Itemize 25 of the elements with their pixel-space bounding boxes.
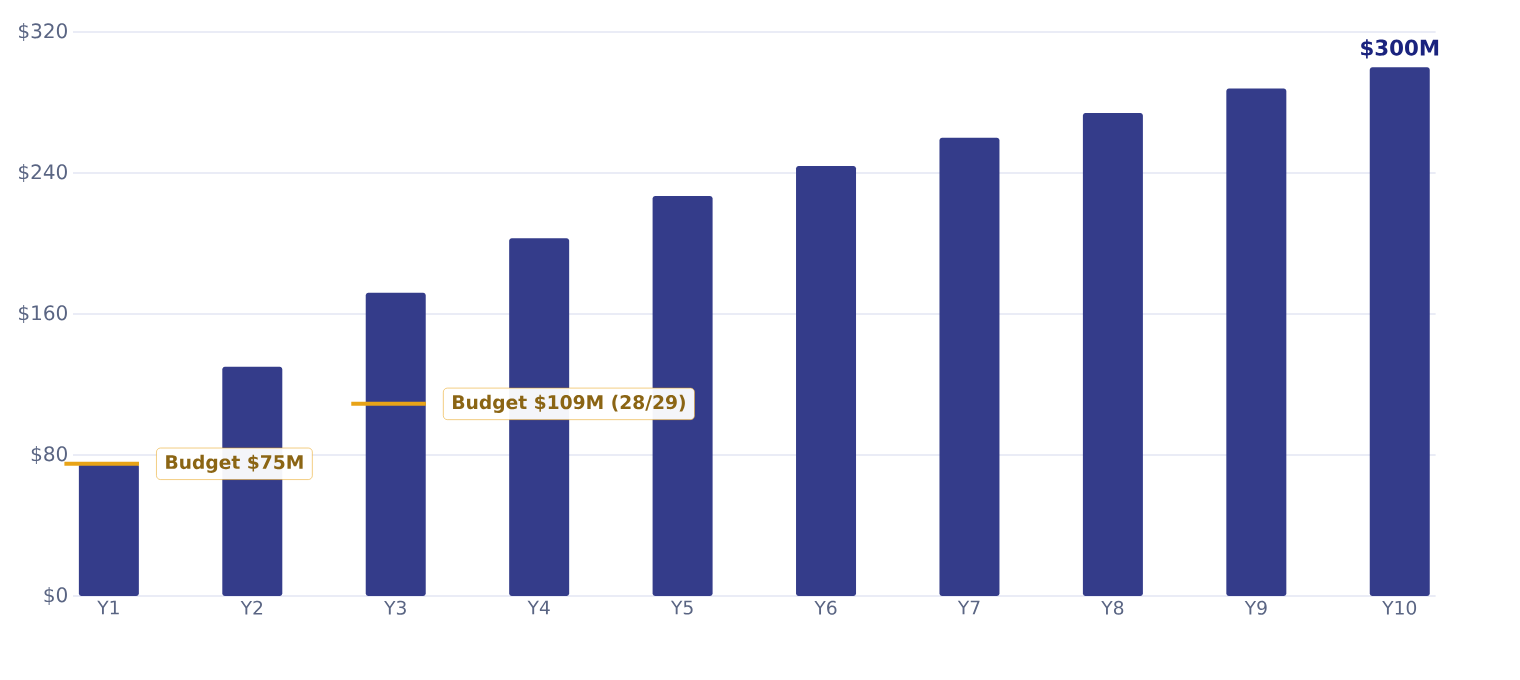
data-label: $300M [1361,39,1439,59]
y-tick-label: $0 [44,586,67,606]
bar [1369,67,1430,596]
x-tick-label: Y7 [957,600,980,615]
x-tick-label: Y8 [1101,600,1124,615]
y-tick-label: $160 [19,304,67,324]
x-tick-label: Y3 [384,600,406,615]
x-tick-label: Y1 [97,600,119,615]
ref-line-label: Budget $75M [166,454,303,473]
bar [939,137,1000,596]
x-tick-label: Y10 [1382,600,1417,615]
bar [78,463,139,596]
y-tick-label: $240 [19,163,67,183]
y-tick-label: $80 [31,445,67,465]
bar [1226,88,1287,596]
x-tick-label: Y5 [670,600,693,615]
ref-line-label: Budget $109M (28/29) [453,394,685,413]
y-tick-label: $320 [19,22,67,42]
bar [1082,113,1143,596]
bar [365,292,426,596]
x-tick-label: Y9 [1244,600,1267,615]
bar [796,165,857,596]
x-tick-label: Y4 [527,600,550,615]
x-tick-label: Y6 [814,600,837,615]
x-tick-label: Y2 [240,600,263,615]
